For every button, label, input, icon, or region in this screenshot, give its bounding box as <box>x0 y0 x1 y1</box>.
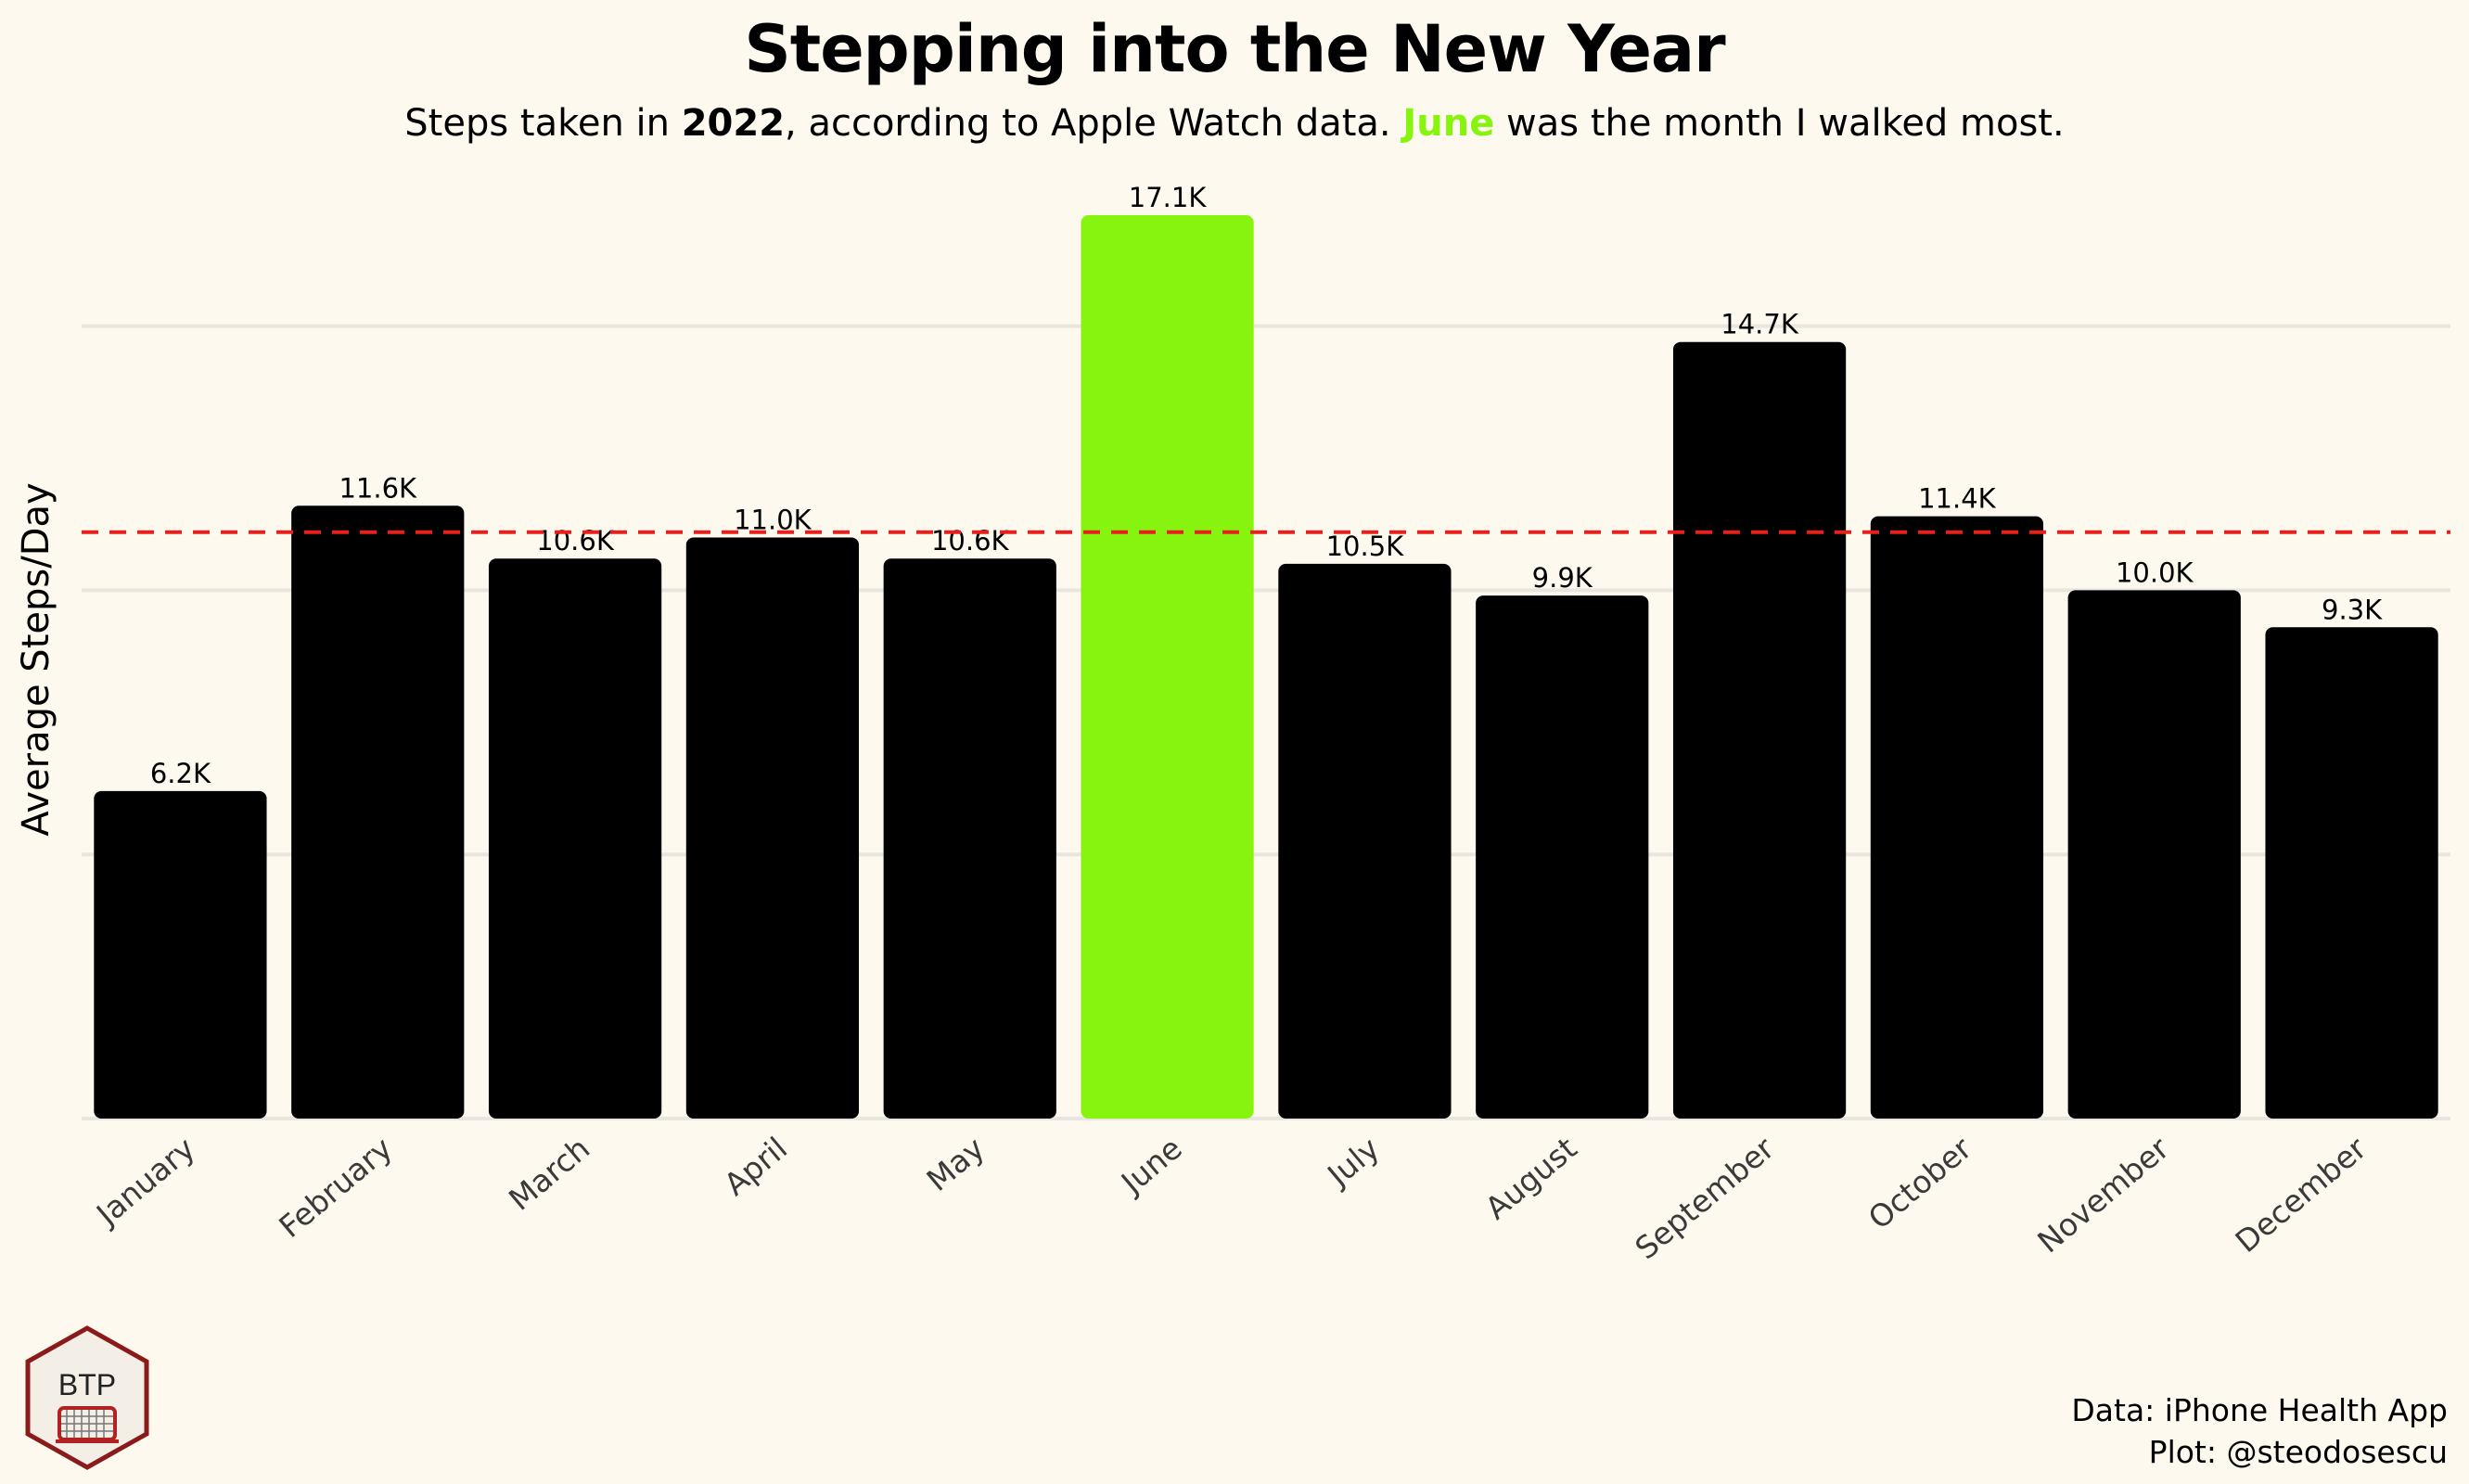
caption-data-source: Data: iPhone Health App <box>2071 1392 2448 1428</box>
subtitle-text-start: Steps taken in <box>404 102 682 145</box>
bar-october <box>1870 516 2044 1119</box>
x-tick-label-march: March <box>502 1130 596 1218</box>
chart-caption: Data: iPhone Health App Plot: @steodoses… <box>2071 1389 2448 1473</box>
btp-logo: BTP <box>22 1324 152 1471</box>
data-label-september: 14.7K <box>1721 309 1799 340</box>
x-tick-label-june: June <box>1113 1130 1189 1201</box>
bar-september <box>1672 341 1847 1119</box>
bar-june <box>1081 215 1254 1119</box>
bar-may <box>883 558 1056 1119</box>
subtitle-year: 2022 <box>681 102 786 145</box>
x-tick-label-december: December <box>2229 1130 2373 1260</box>
bar-february <box>291 505 465 1119</box>
subtitle-text-end: was the month I walked most. <box>1494 102 2065 145</box>
caption-plot-credit: Plot: @steodosescu <box>2148 1434 2448 1470</box>
bar-january <box>94 790 267 1119</box>
data-label-october: 11.4K <box>1918 483 1997 515</box>
data-label-april: 11.0K <box>734 504 812 535</box>
subtitle-highlight-month: June <box>1402 102 1495 145</box>
chart-subtitle: Steps taken in 2022, according to Apple … <box>0 95 2469 152</box>
data-label-may: 10.6K <box>931 525 1010 556</box>
bar-april <box>685 537 860 1119</box>
bar-august <box>1476 595 1649 1119</box>
bar-december <box>2265 627 2438 1119</box>
bar-july <box>1278 563 1452 1119</box>
x-tick-label-may: May <box>920 1130 991 1198</box>
data-label-november: 10.0K <box>2116 556 2194 588</box>
data-label-january: 6.2K <box>150 758 211 789</box>
x-tick-label-february: February <box>272 1130 399 1245</box>
data-label-december: 9.3K <box>2322 594 2383 625</box>
chart-title: Stepping into the New Year <box>744 11 1725 87</box>
x-tick-label-november: November <box>2030 1130 2176 1260</box>
bar-march <box>488 558 662 1119</box>
logo-text: BTP <box>58 1368 116 1401</box>
x-tick-label-july: July <box>1319 1130 1386 1194</box>
x-tick-label-january: January <box>88 1130 201 1234</box>
data-label-march: 10.6K <box>536 525 615 556</box>
hockey-net-icon <box>56 1406 119 1443</box>
x-tick-label-september: September <box>1628 1130 1781 1266</box>
x-tick-label-august: August <box>1478 1130 1584 1226</box>
data-label-june: 17.1K <box>1129 182 1208 213</box>
data-label-february: 11.6K <box>339 472 417 504</box>
x-tick-label-october: October <box>1861 1130 1979 1236</box>
x-tick-label-april: April <box>717 1130 794 1202</box>
y-axis-label: Average Steps/Day <box>15 482 58 836</box>
bar-november <box>2067 590 2241 1119</box>
subtitle-text-middle: , according to Apple Watch data. <box>785 102 1403 145</box>
data-label-july: 10.5K <box>1326 531 1405 562</box>
data-label-august: 9.9K <box>1532 562 1593 594</box>
